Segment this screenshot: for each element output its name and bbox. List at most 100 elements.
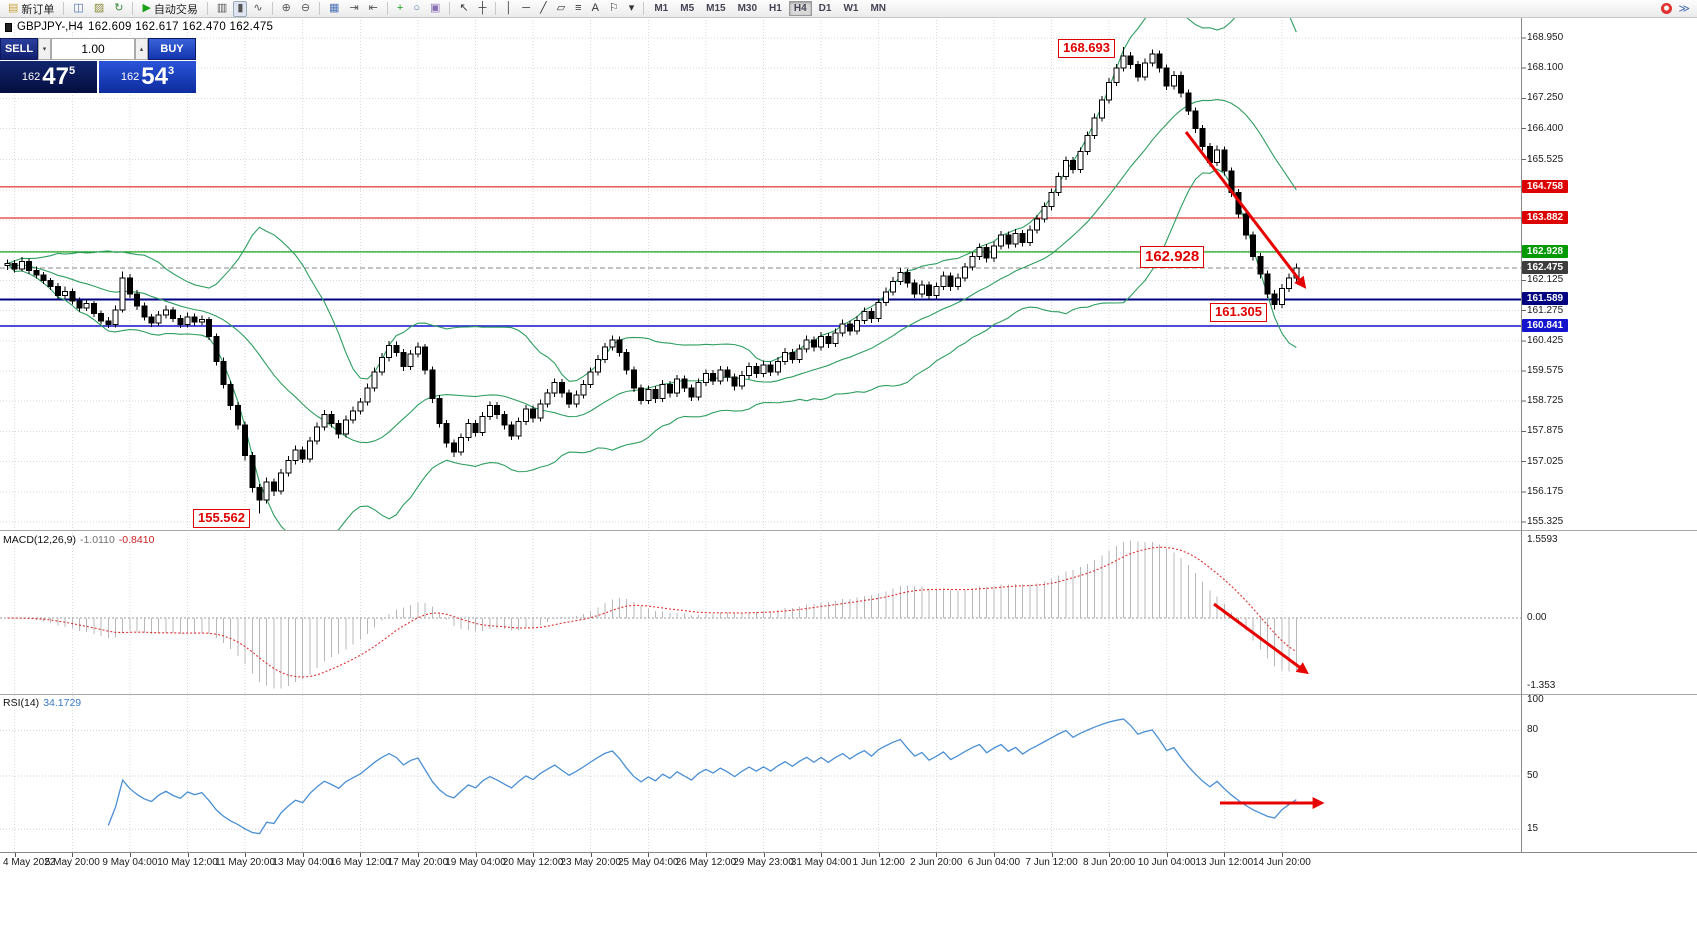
- chart-icon: [5, 22, 12, 32]
- time-tick: [821, 853, 823, 857]
- toolbar-left-group: ▤ 新订单 ◫ ▨ ↻ ▶ 自动交易 ▥ ▮ ∿ ⊕ ⊖ ▦ ⇥ ⇤ + ○ ▣ ↖ ┼ │ ─ ╱ ▱ ≡ A ⚐ ▾ M1 M5 M15…: [3, 0, 1661, 17]
- fibonacci-icon[interactable]: ≡: [571, 1, 585, 17]
- price-chart-canvas[interactable]: [0, 0, 1697, 874]
- time-tick: [187, 853, 189, 857]
- timeframe-h1-button[interactable]: H1: [769, 3, 782, 14]
- price-annotation[interactable]: 161.305: [1210, 303, 1267, 322]
- macd-indicator-label: MACD(12,26,9) -1.0110 -0.8410: [3, 534, 154, 546]
- time-axis-label: 7 Jun 12:00: [1025, 857, 1078, 868]
- time-axis-label: 16 May 12:00: [329, 857, 391, 868]
- template-icon-glyph: ▣: [429, 2, 441, 14]
- price-axis-label: 165.525: [1527, 153, 1564, 165]
- time-tick: [417, 853, 419, 857]
- timeframe-d1-button[interactable]: D1: [818, 3, 832, 14]
- time-tick: [705, 853, 707, 857]
- bar-chart-icon[interactable]: ▥: [213, 1, 231, 17]
- text-icon[interactable]: A: [588, 1, 603, 17]
- vertical-line-icon[interactable]: │: [501, 1, 516, 17]
- timeframe-m30-button[interactable]: M30: [737, 3, 758, 14]
- time-axis-label: 8 Jun 20:00: [1082, 857, 1136, 868]
- price-annotation[interactable]: 162.928: [1140, 246, 1205, 268]
- time-tick: [993, 853, 995, 857]
- toolbar: ▤ 新订单 ◫ ▨ ↻ ▶ 自动交易 ▥ ▮ ∿ ⊕ ⊖ ▦ ⇥ ⇤ + ○ ▣ ↖ ┼ │ ─ ╱ ▱ ≡ A ⚐ ▾ M1 M5 M15…: [0, 0, 1697, 18]
- zoom-in-icon[interactable]: ⊕: [278, 1, 295, 17]
- buy-price-point: 3: [167, 65, 175, 77]
- one-click-trade-panel: SELL ▾ ▴ BUY 162 47 5 162 54 3: [0, 38, 196, 93]
- candlestick-icon[interactable]: ▮: [233, 0, 248, 17]
- symbol-info: GBPJPY-,H4 162.609 162.617 162.470 162.4…: [5, 21, 273, 33]
- trendline-icon[interactable]: ╱: [536, 1, 551, 17]
- price-tag: 163.882: [1522, 211, 1568, 225]
- period-clock-icon[interactable]: ○: [409, 1, 424, 17]
- horizontal-line-icon[interactable]: ─: [518, 1, 534, 17]
- charts-cascade-icon[interactable]: ◫: [69, 1, 87, 17]
- time-axis-label: 26 May 12:00: [675, 857, 737, 868]
- crosshair-icon[interactable]: ┼: [475, 1, 491, 17]
- timeframe-m15-button[interactable]: M15: [706, 3, 726, 14]
- sell-price[interactable]: 162 47 5: [0, 61, 97, 93]
- timeframe-m1-button[interactable]: M1: [654, 3, 669, 14]
- toolbar-separator: [386, 2, 388, 15]
- time-tick: [1109, 853, 1111, 857]
- line-chart-icon[interactable]: ∿: [249, 1, 266, 17]
- symbol-ohlc: 162.609 162.617 162.470 162.475: [88, 21, 274, 33]
- price-axis-label: 159.575: [1527, 365, 1564, 377]
- sell-price-pips: 47: [42, 63, 69, 90]
- arrows-object-icon[interactable]: ⚐: [605, 1, 623, 17]
- profiles-icon[interactable]: ▨: [90, 1, 108, 17]
- tile-windows-icon[interactable]: ▦: [325, 1, 343, 17]
- time-tick: [590, 853, 592, 857]
- new-order-button[interactable]: ▤ 新订单: [4, 1, 58, 17]
- toolbar-separator: [449, 2, 451, 15]
- time-tick: [1224, 853, 1226, 857]
- template-icon[interactable]: ▣: [426, 1, 444, 17]
- auto-scroll-icon[interactable]: ⇥: [345, 1, 362, 17]
- add-indicator-icon[interactable]: +: [393, 1, 407, 17]
- price-axis-label: 158.725: [1527, 395, 1564, 407]
- time-axis-label: 10 Jun 04:00: [1137, 857, 1196, 868]
- auto-scroll-icon-glyph: ⇥: [349, 2, 359, 14]
- timeframe-h4-button[interactable]: H4: [788, 1, 812, 16]
- time-tick: [1281, 853, 1283, 857]
- time-axis-label: 13 Jun 12:00: [1195, 857, 1254, 868]
- price-annotation[interactable]: 168.693: [1058, 39, 1115, 58]
- volume-input[interactable]: [51, 38, 135, 60]
- sell-button[interactable]: SELL: [0, 38, 38, 60]
- trendline-icon-glyph: ╱: [540, 2, 547, 14]
- time-axis-label: 25 May 04:00: [617, 857, 679, 868]
- timeframe-m5-button[interactable]: M5: [680, 3, 695, 14]
- toolbar-separator: [271, 2, 273, 15]
- alert-status-icon[interactable]: [1661, 3, 1673, 14]
- price-axis-label: 162.125: [1527, 274, 1564, 286]
- objects-dropdown-icon[interactable]: ▾: [625, 1, 639, 17]
- volume-increase-button[interactable]: ▴: [135, 38, 148, 60]
- cursor-icon[interactable]: ↖: [455, 1, 472, 17]
- channel-icon[interactable]: ▱: [553, 1, 569, 17]
- zoom-out-icon[interactable]: ⊖: [297, 1, 314, 17]
- time-axis-label: 29 May 23:00: [733, 857, 794, 868]
- zoom-in-icon-glyph: ⊕: [281, 2, 291, 14]
- price-annotation[interactable]: 155.562: [193, 509, 250, 528]
- price-tag: 162.475: [1522, 261, 1568, 274]
- time-axis-label: 23 May 20:00: [560, 857, 621, 868]
- objects-dropdown-icon-glyph: ▾: [628, 2, 635, 14]
- overflow-icon[interactable]: ≫: [1678, 3, 1690, 15]
- time-axis-label: 14 Jun 20:00: [1252, 857, 1311, 868]
- auto-trading-button[interactable]: ▶ 自动交易: [138, 1, 201, 17]
- time-axis-label: 31 May 04:00: [790, 857, 852, 868]
- time-axis-label: 9 May 04:00: [102, 857, 158, 868]
- data-refresh-icon[interactable]: ↻: [110, 1, 127, 17]
- timeframe-w1-button[interactable]: W1: [843, 3, 859, 14]
- buy-button[interactable]: BUY: [148, 38, 196, 60]
- chart-shift-icon[interactable]: ⇤: [365, 1, 382, 17]
- volume-decrease-button[interactable]: ▾: [38, 38, 51, 60]
- profiles-icon-glyph: ▨: [93, 2, 105, 14]
- auto-trading-glyph: ▶: [142, 2, 151, 14]
- timeframe-mn-button[interactable]: MN: [870, 3, 886, 14]
- text-icon-glyph: A: [591, 2, 599, 14]
- buy-price[interactable]: 162 54 3: [99, 61, 196, 93]
- time-axis-label: 20 May 12:00: [502, 857, 564, 868]
- period-clock-icon-glyph: ○: [413, 2, 420, 14]
